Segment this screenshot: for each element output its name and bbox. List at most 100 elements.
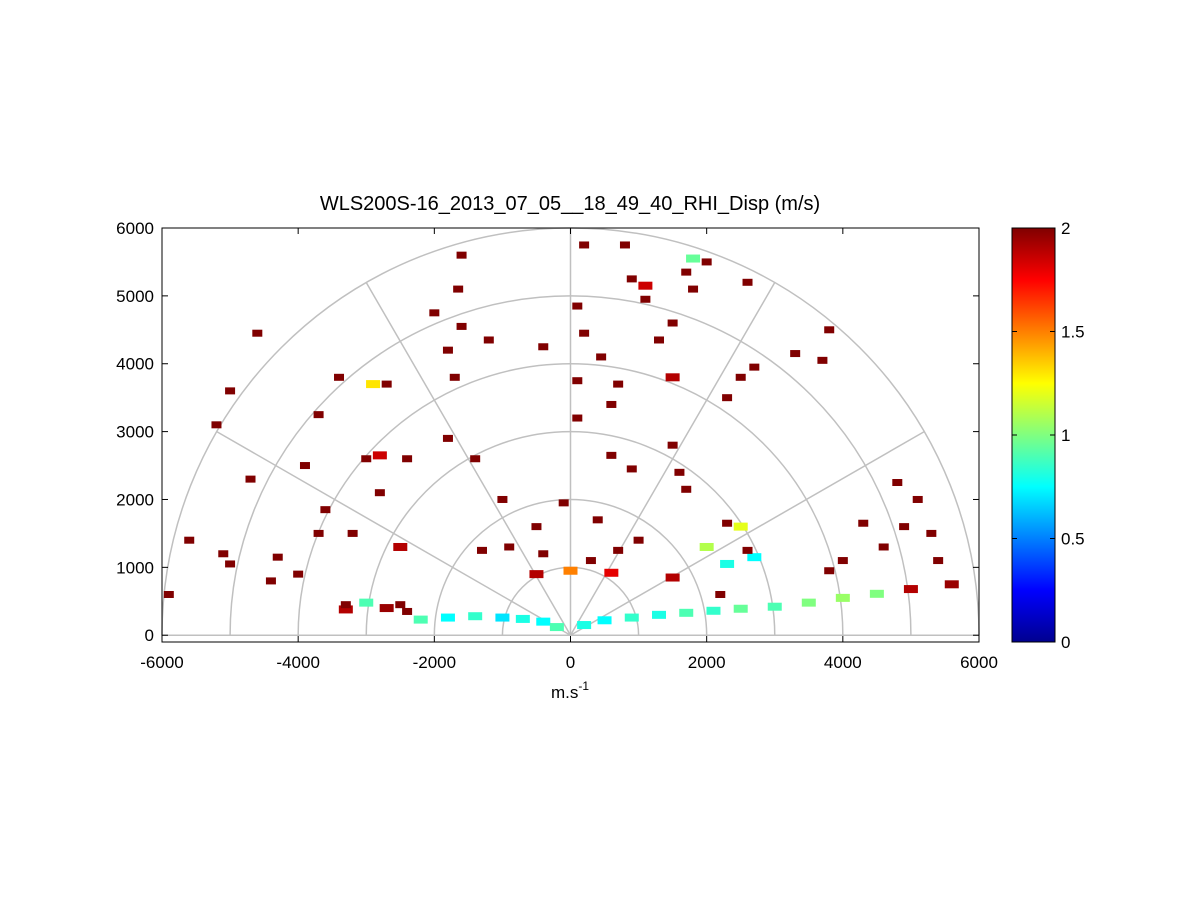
data-cell <box>686 254 701 263</box>
data-cell <box>402 607 413 615</box>
colorbar-tick-label: 0.5 <box>1061 530 1085 549</box>
data-cell <box>572 414 583 422</box>
data-cell <box>579 241 590 249</box>
data-cell <box>529 570 544 579</box>
data-cell <box>688 285 699 293</box>
data-cell <box>456 251 467 259</box>
data-cell <box>613 380 624 388</box>
colorbar-tick-label: 1.5 <box>1061 323 1085 342</box>
data-cell <box>361 455 372 463</box>
data-cell <box>892 479 903 487</box>
data-cell <box>722 519 733 527</box>
data-cell <box>334 373 345 381</box>
data-cell <box>579 329 590 337</box>
data-cell <box>613 546 624 554</box>
data-cell <box>538 343 549 351</box>
data-cell <box>824 567 835 575</box>
data-cell <box>320 506 331 514</box>
data-cell <box>347 529 358 537</box>
data-cell <box>470 455 481 463</box>
data-cell <box>453 285 464 293</box>
data-cell <box>742 546 753 554</box>
data-cell <box>722 394 733 402</box>
y-tick-label: 4000 <box>116 355 154 374</box>
data-cell <box>536 617 551 626</box>
data-cell <box>899 523 910 531</box>
data-cell <box>531 523 542 531</box>
colorbar-tick-label: 1 <box>1061 426 1070 445</box>
data-cell <box>619 241 630 249</box>
data-cell <box>245 475 256 483</box>
data-cell <box>442 346 453 354</box>
data-cell <box>790 350 801 358</box>
data-cell <box>504 543 515 551</box>
data-cell <box>372 451 387 460</box>
data-cell <box>338 605 353 614</box>
colorbar-ticks: 0 0.5 1 1.5 2 <box>1012 219 1085 652</box>
x-tick-label: 6000 <box>960 653 998 672</box>
data-cell <box>558 499 569 507</box>
data-cell <box>824 326 835 334</box>
data-cell <box>538 550 549 558</box>
data-cell <box>381 380 392 388</box>
data-cell <box>633 536 644 544</box>
data-cell <box>674 468 685 476</box>
data-cell <box>402 455 413 463</box>
data-cell <box>313 529 324 537</box>
data-cell <box>733 604 748 613</box>
x-tick-label: 2000 <box>688 653 726 672</box>
data-cell <box>293 570 304 578</box>
data-cell <box>735 373 746 381</box>
data-cell <box>858 519 869 527</box>
data-cell <box>225 387 236 395</box>
data-cell <box>606 400 617 408</box>
data-cell <box>640 295 651 303</box>
data-cell <box>817 356 828 364</box>
grid-spoke <box>570 430 925 636</box>
data-cell <box>720 559 735 568</box>
data-cell <box>379 604 394 613</box>
data-cell <box>667 319 678 327</box>
axes: -6000 -4000 -2000 0 2000 4000 6000 0 1000 2000 300… <box>116 219 998 672</box>
data-cell <box>483 336 494 344</box>
data-cell <box>626 465 637 473</box>
data-cell <box>742 278 753 286</box>
data-cell <box>944 580 959 589</box>
data-cell <box>572 302 583 310</box>
data-cell <box>456 322 467 330</box>
data-cell <box>272 553 283 561</box>
x-axis-label-superscript: -1 <box>578 679 589 693</box>
data-cell <box>652 610 667 619</box>
data-cell <box>366 380 381 389</box>
data-cell <box>393 542 408 551</box>
data-cell <box>749 363 760 371</box>
data-cell <box>313 411 324 419</box>
data-cell <box>440 613 455 622</box>
data-cell <box>903 585 918 594</box>
x-tick-label: -2000 <box>413 653 456 672</box>
data-cell <box>835 593 850 602</box>
colorbar-tick-label: 2 <box>1061 219 1070 238</box>
data-cell <box>184 536 195 544</box>
data-cell <box>706 606 721 615</box>
y-tick-label: 2000 <box>116 490 154 509</box>
data-cell <box>374 489 385 497</box>
data-cell <box>638 281 653 290</box>
data-cell <box>577 621 592 630</box>
y-tick-label: 3000 <box>116 423 154 442</box>
x-tick-label: 4000 <box>824 653 862 672</box>
y-tick-label: 0 <box>145 626 154 645</box>
data-cell <box>596 353 607 361</box>
data-cell <box>592 516 603 524</box>
data-cell <box>572 377 583 385</box>
data-cell <box>395 601 406 609</box>
data-cell <box>497 495 508 503</box>
data-cell <box>299 462 310 470</box>
data-cell <box>218 550 229 558</box>
data-cell <box>681 268 692 276</box>
data-cell <box>340 601 351 609</box>
data-cell <box>252 329 263 337</box>
x-axis-label-base: m.s <box>551 683 578 702</box>
data-cell <box>681 485 692 493</box>
